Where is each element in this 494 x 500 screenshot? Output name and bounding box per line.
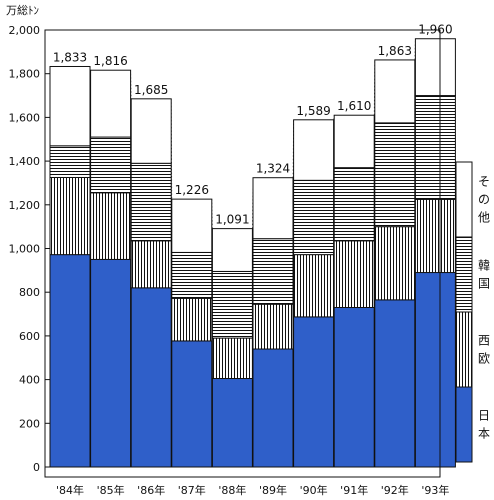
bar-segment-1 — [49, 254, 91, 468]
bar-segment-2 — [293, 254, 335, 318]
y-tick-label: 1,800 — [9, 68, 41, 81]
total-value-label: 1,610 — [337, 99, 371, 113]
bar-segment-2 — [49, 176, 91, 256]
y-tick-label: 800 — [19, 286, 40, 299]
total-value-label: 1,863 — [378, 44, 412, 58]
bar-segment-3 — [414, 95, 456, 200]
bar-segment-2 — [171, 297, 213, 342]
legend-label-char: 日 — [478, 409, 490, 423]
bar-segment-1 — [90, 258, 132, 468]
bar-segment-4 — [49, 65, 91, 147]
legend-label-char: 韓 — [478, 259, 490, 273]
bar-segment-2 — [130, 240, 172, 289]
x-tick-label: '86年 — [137, 483, 165, 497]
x-tick-label: '84年 — [56, 483, 84, 497]
bar-segment-4 — [90, 69, 132, 138]
bar-segment-1 — [374, 299, 416, 468]
legend-label-char: そ — [478, 175, 490, 189]
bar-segment-3 — [130, 162, 172, 242]
bar-segment-2 — [90, 192, 132, 260]
legend-label-char: 他 — [478, 211, 490, 225]
legend-swatch — [455, 311, 473, 388]
total-labels: 1,833 1,816 1,685 1,226 1,091 1,324 1,589 1,610… — [53, 23, 453, 227]
legend-swatch — [455, 386, 473, 463]
legend-swatch — [455, 161, 473, 238]
bar-segment-2 — [333, 240, 375, 308]
x-tick-label: '85年 — [97, 483, 125, 497]
y-axis-ticks: 0 200 400 600 800 1,000 1,200 1,400 1,600 1,800 2,… — [9, 24, 50, 474]
y-tick-label: 1,000 — [9, 243, 41, 256]
x-tick-label: '90年 — [300, 483, 328, 497]
x-tick-label: '89年 — [259, 483, 287, 497]
y-tick-label: 600 — [19, 330, 40, 343]
bar-segment-3 — [333, 167, 375, 242]
x-axis-labels: '84年 '85年 '86年 '87年 '88年 '89年 '90年 '91年 '92年 '93年 — [56, 483, 449, 497]
bar-segment-2 — [252, 303, 294, 350]
bar-segment-1 — [414, 272, 456, 468]
y-tick-label: 400 — [19, 374, 40, 387]
bar-segment-1 — [171, 340, 213, 468]
legend-label-char: 西 — [478, 334, 490, 348]
y-tick-label: 1,600 — [9, 111, 41, 124]
legend-label-char: の — [478, 193, 490, 207]
bar-segment-3 — [171, 251, 213, 299]
bar-segment-1 — [211, 378, 253, 468]
plot-frame — [44, 29, 441, 478]
bar-segment-4 — [293, 119, 335, 181]
bar-segment-2 — [211, 337, 253, 380]
bar-segment-4 — [414, 38, 456, 97]
total-value-label: 1,091 — [215, 213, 249, 227]
total-value-label: 1,226 — [175, 183, 209, 197]
bar-segment-1 — [130, 287, 172, 468]
bar-segment-4 — [374, 59, 416, 124]
total-value-label: 1,685 — [134, 83, 168, 97]
bar-segment-4 — [252, 177, 294, 240]
bar-segment-3 — [293, 179, 335, 256]
bar-segment-3 — [49, 145, 91, 178]
total-value-label: 1,833 — [53, 50, 87, 64]
bar-segment-3 — [374, 122, 416, 228]
bar-segment-2 — [374, 226, 416, 301]
legend-label-char: 国 — [478, 277, 490, 291]
bar-segment-4 — [171, 198, 213, 253]
bar-segment-4 — [130, 98, 172, 164]
x-tick-label: '93年 — [421, 483, 449, 497]
bar-segment-3 — [90, 136, 132, 194]
y-tick-label: 2,000 — [9, 24, 41, 37]
bar-segment-3 — [252, 238, 294, 305]
bar-segment-1 — [252, 348, 294, 468]
y-tick-label: 1,200 — [9, 199, 41, 212]
x-tick-label: '91年 — [340, 483, 368, 497]
y-tick-label: 1,400 — [9, 155, 41, 168]
x-tick-label: '88年 — [218, 483, 246, 497]
bar-segment-4 — [333, 114, 375, 169]
unit-label: 万総ﾄﾝ — [6, 3, 39, 17]
bars-group — [49, 38, 456, 468]
x-tick-label: '92年 — [381, 483, 409, 497]
total-value-label: 1,324 — [256, 162, 290, 176]
total-value-label: 1,816 — [93, 54, 127, 68]
legend-label-char: 本 — [478, 427, 490, 441]
bar-segment-3 — [211, 270, 253, 339]
legend-swatch — [455, 236, 473, 313]
x-tick-label: '87年 — [178, 483, 206, 497]
bar-segment-4 — [211, 228, 253, 272]
bar-segment-1 — [333, 306, 375, 468]
y-tick-label: 200 — [19, 417, 40, 430]
legend-label-char: 欧 — [478, 352, 490, 366]
bar-segment-2 — [414, 198, 456, 274]
y-tick-label: 0 — [33, 461, 40, 474]
bar-segment-1 — [293, 316, 335, 468]
total-value-label: 1,589 — [296, 104, 330, 118]
